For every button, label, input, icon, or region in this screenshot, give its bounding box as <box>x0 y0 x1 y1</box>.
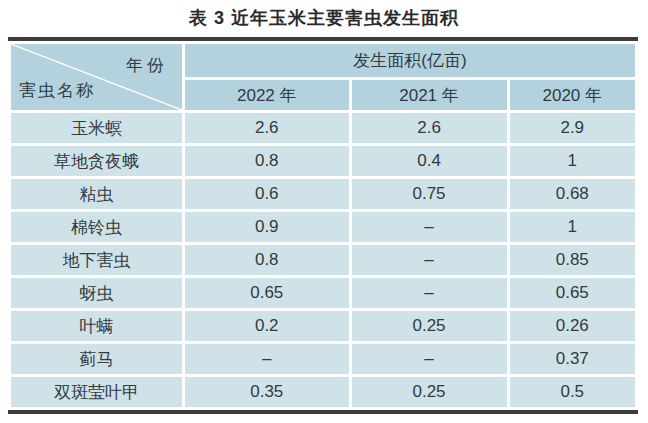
table-row: 叶螨 0.2 0.25 0.26 <box>11 311 635 341</box>
pest-name-cell: 棉铃虫 <box>11 212 182 242</box>
value-cell: 2.6 <box>185 113 349 143</box>
value-cell: 0.37 <box>510 344 635 374</box>
corner-year-label: 年份 <box>126 54 168 77</box>
value-cell: 1 <box>510 212 635 242</box>
pest-name-cell: 地下害虫 <box>11 245 182 275</box>
table-row: 玉米螟 2.6 2.6 2.9 <box>11 113 635 143</box>
document-page: 表 3 近年玉米主要害虫发生面积 年份 害虫名称 <box>0 0 648 423</box>
value-cell: 0.8 <box>185 146 349 176</box>
year-col-2021: 2021 年 <box>352 80 507 110</box>
value-cell: 0.26 <box>510 311 635 341</box>
value-cell: 0.4 <box>352 146 507 176</box>
table-title: 表 3 近年玉米主要害虫发生面积 <box>0 0 648 30</box>
value-cell: 1 <box>510 146 635 176</box>
year-col-2020: 2020 年 <box>510 80 635 110</box>
table-row: 蓟马 – – 0.37 <box>11 344 635 374</box>
value-cell: 0.75 <box>352 179 507 209</box>
value-cell: – <box>352 245 507 275</box>
value-cell: 2.9 <box>510 113 635 143</box>
value-cell: 0.85 <box>510 245 635 275</box>
value-cell: – <box>352 278 507 308</box>
corner-pest-label: 害虫名称 <box>19 79 95 102</box>
value-cell: 0.9 <box>185 212 349 242</box>
pest-name-cell: 草地贪夜蛾 <box>11 146 182 176</box>
value-cell: – <box>352 212 507 242</box>
value-cell: 0.6 <box>185 179 349 209</box>
value-cell: 0.25 <box>352 311 507 341</box>
value-cell: 0.2 <box>185 311 349 341</box>
value-cell: 0.65 <box>510 278 635 308</box>
value-cell: 0.8 <box>185 245 349 275</box>
value-cell: 0.65 <box>185 278 349 308</box>
value-cell: 0.35 <box>185 377 349 407</box>
table-row: 双斑莹叶甲 0.35 0.25 0.5 <box>11 377 635 407</box>
table-row: 粘虫 0.6 0.75 0.68 <box>11 179 635 209</box>
header-row-area: 年份 害虫名称 发生面积(亿亩) <box>11 44 635 77</box>
pest-name-cell: 玉米螟 <box>11 113 182 143</box>
value-cell: 0.68 <box>510 179 635 209</box>
table-row: 蚜虫 0.65 – 0.65 <box>11 278 635 308</box>
pest-table-wrap: 年份 害虫名称 发生面积(亿亩) 2022 年 2021 年 2020 年 玉米… <box>8 37 638 414</box>
pest-name-cell: 粘虫 <box>11 179 182 209</box>
value-cell: 0.25 <box>352 377 507 407</box>
pest-name-cell: 蚜虫 <box>11 278 182 308</box>
table-row: 草地贪夜蛾 0.8 0.4 1 <box>11 146 635 176</box>
area-header-cell: 发生面积(亿亩) <box>185 44 635 77</box>
table-row: 地下害虫 0.8 – 0.85 <box>11 245 635 275</box>
pest-name-cell: 双斑莹叶甲 <box>11 377 182 407</box>
table-row: 棉铃虫 0.9 – 1 <box>11 212 635 242</box>
value-cell: 2.6 <box>352 113 507 143</box>
pest-name-cell: 蓟马 <box>11 344 182 374</box>
value-cell: – <box>352 344 507 374</box>
value-cell: 0.5 <box>510 377 635 407</box>
year-col-2022: 2022 年 <box>185 80 349 110</box>
pest-name-cell: 叶螨 <box>11 311 182 341</box>
value-cell: – <box>185 344 349 374</box>
pest-table: 年份 害虫名称 发生面积(亿亩) 2022 年 2021 年 2020 年 玉米… <box>8 41 638 410</box>
diagonal-header-cell: 年份 害虫名称 <box>11 44 182 110</box>
